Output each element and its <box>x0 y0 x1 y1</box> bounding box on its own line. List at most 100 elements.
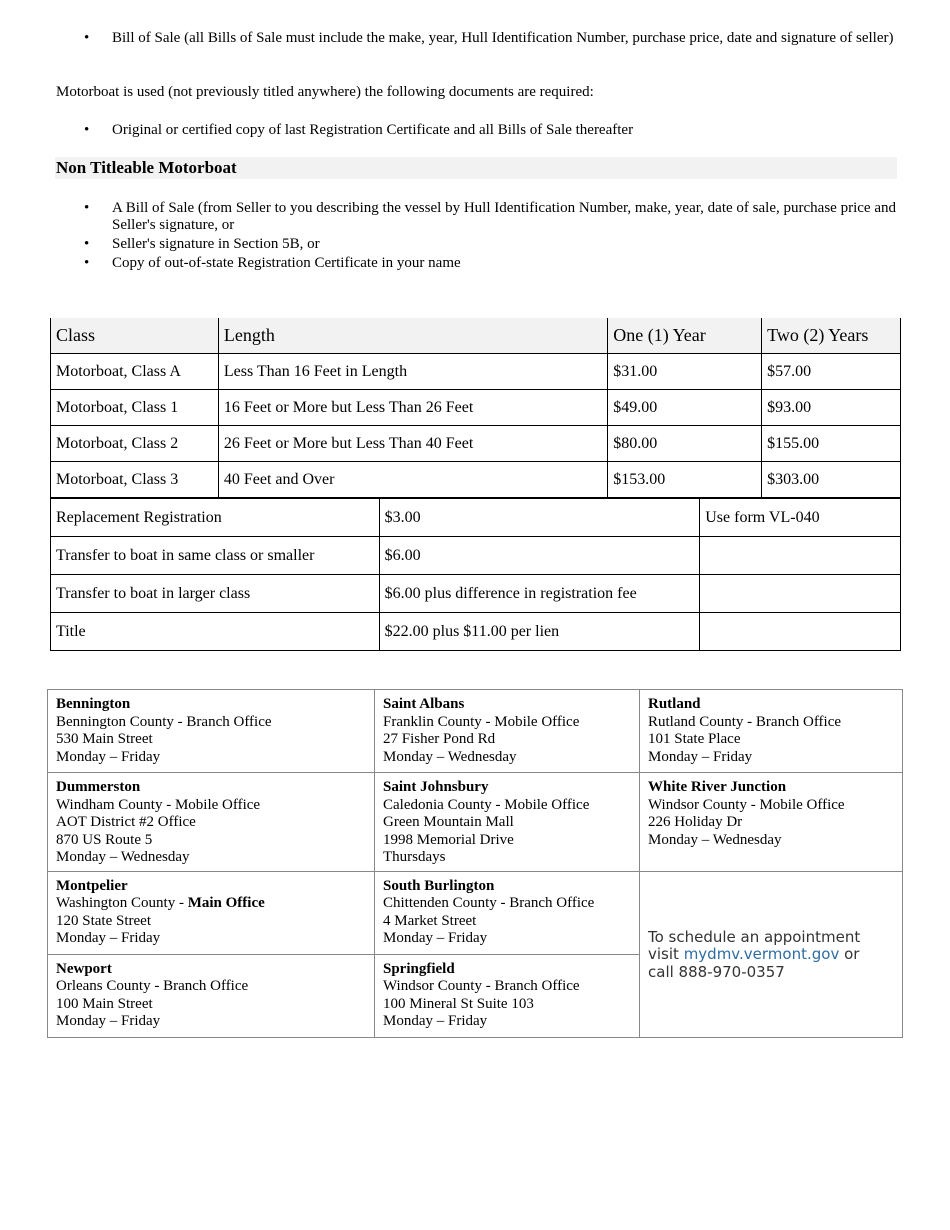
office-line: Orleans County - Branch Office <box>56 978 249 994</box>
office-line: Monday – Friday <box>56 1013 161 1029</box>
office-line: Monday – Friday <box>383 1013 488 1029</box>
office-cell: Rutland Rutland County - Branch Office 101… <box>639 689 903 773</box>
top-bullets: Bill of Sale (all Bills of Sale must inc… <box>56 30 896 49</box>
office-line: Monday – Friday <box>56 930 161 946</box>
office-name: South Burlington <box>383 877 495 894</box>
used-text: Motorboat is used (not previously titled… <box>56 84 594 100</box>
office-name: Dummerston <box>56 779 141 795</box>
table-cell: $49.00 <box>607 389 763 426</box>
office-line: Windsor County - Branch Office <box>383 978 580 994</box>
office-line: 120 State Street <box>56 912 151 929</box>
office-name: Newport <box>56 960 112 977</box>
table-cell: One (1) Year <box>607 318 763 354</box>
table-cell: $6.00 plus difference in registration fe… <box>378 574 701 613</box>
office-line: 1998 Memorial Drive <box>383 831 514 848</box>
dmv-link[interactable]: mydmv.vermont.gov <box>683 945 840 964</box>
office-line: 100 Main Street <box>56 995 153 1012</box>
office-line: Franklin County - Mobile Office <box>383 713 580 730</box>
table-row: Motorboat, Class 2 26 Feet or More but Le… <box>50 425 901 462</box>
table-cell: Transfer to boat in larger class <box>50 574 380 613</box>
office-cell: White River Junction Windsor County - Mob… <box>639 772 903 872</box>
office-name: White River Junction <box>648 779 787 795</box>
table-cell: Use form VL-040 <box>699 498 901 537</box>
table-cell: $155.00 <box>761 425 901 462</box>
office-line: Monday – Wednesday <box>648 831 782 848</box>
table-cell: Length <box>217 318 609 354</box>
office-line: 530 Main Street <box>56 731 153 747</box>
table-cell: Two (2) Years <box>761 318 901 354</box>
office-line: AOT District #2 Office <box>56 814 196 830</box>
table-row: Replacement Registration $3.00 Use form VL… <box>50 498 901 537</box>
office-name: Montpelier <box>56 877 128 894</box>
table-cell: $3.00 <box>378 498 701 537</box>
table-row: Motorboat, Class A Less Than 16 Feet in L… <box>50 353 901 390</box>
table-cell: $153.00 <box>607 461 763 498</box>
office-line: 4 Market Street <box>383 912 477 929</box>
list-item: Bill of Sale (all Bills of Sale must inc… <box>56 30 896 47</box>
office-cell: Dummerston Windham County - Mobile Office… <box>47 772 375 872</box>
office-line: Monday – Friday <box>383 930 488 946</box>
table-cell: Replacement Registration <box>50 498 380 537</box>
table-row: Title $22.00 plus $11.00 per lien <box>50 612 901 651</box>
office-name: Rutland <box>648 696 701 712</box>
table-cell: Motorboat, Class 1 <box>50 389 219 426</box>
table-cell: Class <box>50 318 219 354</box>
office-line: Monday – Friday <box>648 748 753 765</box>
office-line: Monday – Wednesday <box>56 849 190 865</box>
phone-number: call 888-970-0357 <box>648 962 785 981</box>
table-cell <box>699 574 901 613</box>
table-cell: $6.00 <box>378 536 701 575</box>
list-item: A Bill of Sale (from Seller to you descr… <box>56 200 896 234</box>
office-cell: Saint Albans Franklin County - Mobile Off… <box>374 689 640 773</box>
fee-table: Class Length One (1) Year Two (2) Years Moto… <box>50 318 901 498</box>
office-cell: Montpelier Washington County - Main Offic… <box>47 870 375 955</box>
table-row: Montpelier Washington County - Main Offic… <box>47 870 903 1038</box>
table-cell: Title <box>50 612 380 651</box>
table-cell: $57.00 <box>761 353 901 390</box>
office-name: Saint Albans <box>383 696 465 712</box>
table-cell: Less Than 16 Feet in Length <box>217 353 609 390</box>
office-name: Bennington <box>56 696 131 712</box>
office-cell: Saint Johnsbury Caledonia County - Mobile… <box>374 772 640 872</box>
table-cell: Transfer to boat in same class or smalle… <box>50 536 380 575</box>
table-cell: $80.00 <box>607 425 763 462</box>
section-heading: Non Titleable Motorboat <box>55 157 897 179</box>
office-line: Thursdays <box>383 849 446 865</box>
office-line: Windham County - Mobile Office <box>56 796 261 813</box>
non-titleable-bullets: A Bill of Sale (from Seller to you descr… <box>56 200 896 274</box>
table-cell: $22.00 plus $11.00 per lien <box>378 612 701 651</box>
office-name: Springfield <box>383 960 455 977</box>
table-cell <box>699 536 901 575</box>
office-line: Rutland County - Branch Office <box>648 713 842 730</box>
table-cell: Motorboat, Class 3 <box>50 461 219 498</box>
table-cell: Motorboat, Class 2 <box>50 425 219 462</box>
office-line: 226 Holiday Dr <box>648 814 743 830</box>
office-line: Caledonia County - Mobile Office <box>383 796 590 813</box>
office-line: 870 US Route 5 <box>56 831 153 848</box>
office-cell: South Burlington Chittenden County - Bran… <box>374 870 640 955</box>
table-cell: 26 Feet or More but Less Than 40 Feet <box>217 425 609 462</box>
table-cell: $303.00 <box>761 461 901 498</box>
office-line: 100 Mineral St Suite 103 <box>383 995 534 1012</box>
office-cell: Springfield Windsor County - Branch Offic… <box>374 953 640 1038</box>
office-cell: Newport Orleans County - Branch Office 100… <box>47 953 375 1038</box>
list-item: Copy of out-of-state Registration Certif… <box>56 255 896 272</box>
table-row: Newport Orleans County - Branch Office 100… <box>47 953 903 1038</box>
table-row: Motorboat, Class 3 40 Feet and Over $153.0… <box>50 461 901 498</box>
office-line: Monday – Wednesday <box>383 748 517 765</box>
table-cell: $93.00 <box>761 389 901 426</box>
table-row: Transfer to boat in same class or smalle… <box>50 536 901 575</box>
used-bullets: Original or certified copy of last Regis… <box>56 122 896 141</box>
misc-fee-table: Replacement Registration $3.00 Use form VL… <box>50 498 901 651</box>
table-row: Motorboat, Class 1 16 Feet or More but Le… <box>50 389 901 426</box>
list-item: Seller's signature in Section 5B, or <box>56 236 896 253</box>
office-line: Bennington County - Branch Office <box>56 713 272 730</box>
table-header-row: Class Length One (1) Year Two (2) Years <box>50 318 901 354</box>
office-line: 101 State Place <box>648 731 741 747</box>
table-cell: 16 Feet or More but Less Than 26 Feet <box>217 389 609 426</box>
table-row: Transfer to boat in larger class $6.00 pl… <box>50 574 901 613</box>
table-cell: 40 Feet and Over <box>217 461 609 498</box>
list-item: Original or certified copy of last Regis… <box>56 122 896 139</box>
offices-table: Bennington Bennington County - Branch Off… <box>47 689 903 1038</box>
office-line: Green Mountain Mall <box>383 814 514 830</box>
